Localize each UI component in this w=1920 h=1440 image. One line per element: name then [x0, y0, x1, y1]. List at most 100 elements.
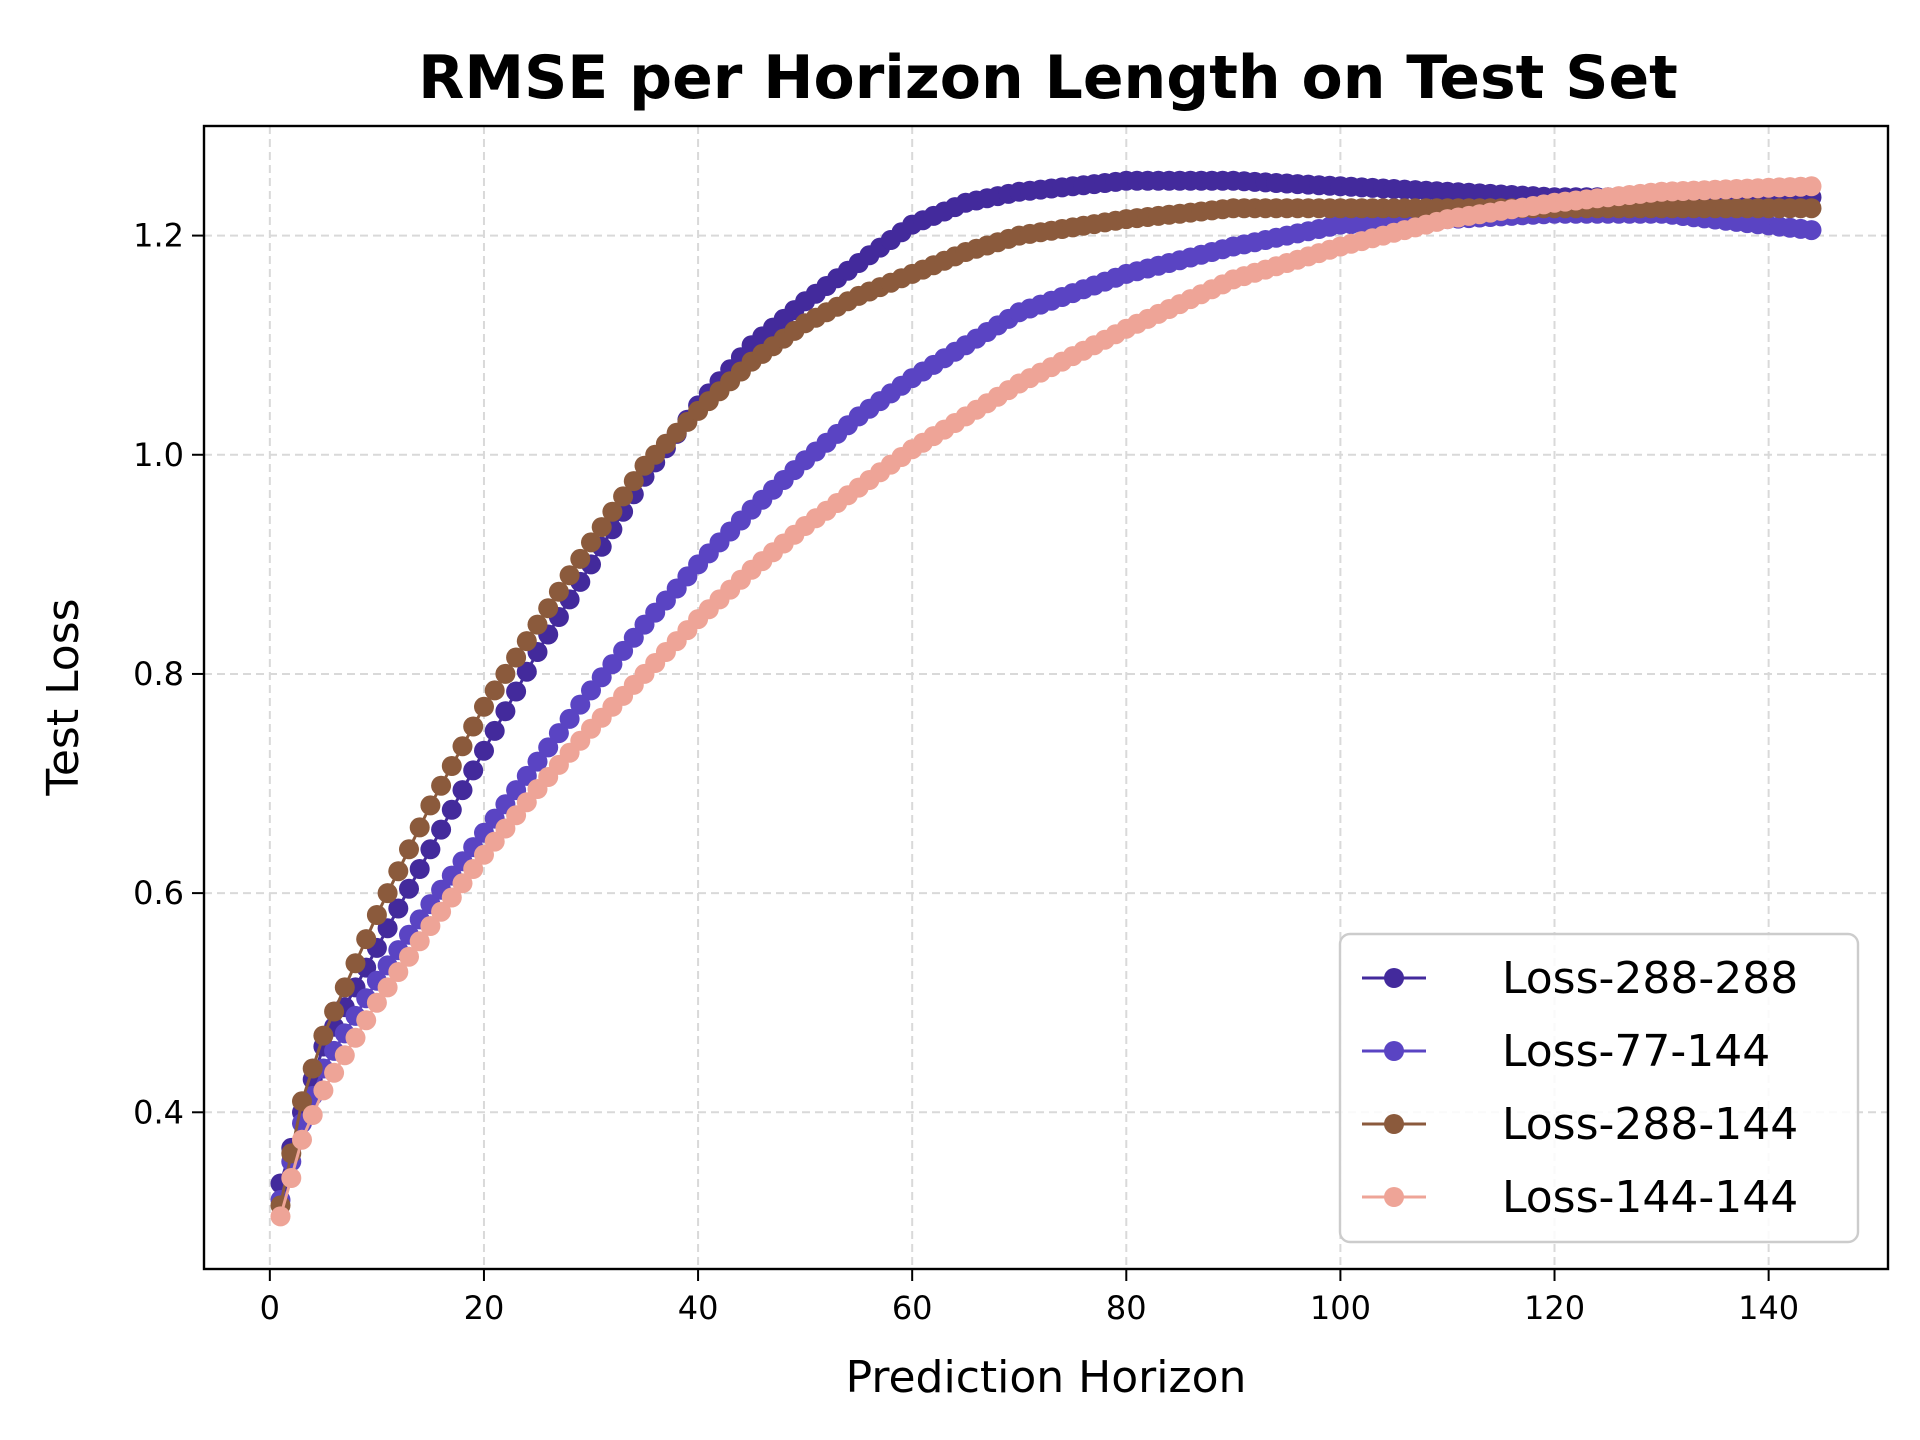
data-point [570, 548, 591, 569]
data-point [409, 931, 430, 952]
data-point [1801, 220, 1822, 241]
data-point [409, 817, 430, 838]
data-point [399, 946, 419, 967]
data-point [474, 696, 494, 717]
x-axis-label: Prediction Horizon [846, 1352, 1247, 1403]
plot-frame [202, 124, 1890, 1271]
data-point [495, 701, 516, 722]
data-point [420, 795, 441, 816]
data-point [345, 1027, 366, 1048]
data-point [302, 1058, 323, 1079]
data-point [292, 1129, 312, 1150]
data-point [366, 905, 387, 925]
x-tick-label: 40 [678, 1289, 719, 1327]
data-point [409, 859, 430, 879]
data-point [527, 751, 548, 772]
data-point [559, 708, 580, 729]
legend-label: Loss-288-144 [1502, 1099, 1798, 1150]
data-point [281, 1168, 302, 1188]
data-point [516, 631, 537, 652]
data-point [506, 681, 527, 702]
data-point [538, 598, 559, 619]
ticks: 0 20 40 60 80 100 120 140 0.4 0.6 0.8 1.0 1.2 [133, 217, 1799, 1327]
data-point [484, 680, 505, 701]
data-point [1801, 176, 1822, 197]
data-point [270, 1206, 291, 1227]
data-point [463, 760, 484, 781]
legend-item: Loss-144-144 [1362, 1172, 1798, 1223]
data-point [292, 1091, 312, 1112]
data-point [452, 736, 473, 757]
x-tick-label: 20 [464, 1289, 505, 1327]
data-point [399, 839, 419, 860]
data-point [463, 859, 484, 879]
data-point [324, 1001, 345, 1022]
data-point [345, 953, 366, 974]
legend-marker [1384, 1187, 1404, 1207]
data-point [548, 581, 569, 602]
data-point [506, 647, 527, 668]
data-point [591, 517, 612, 538]
data-point [388, 962, 409, 982]
legend-marker [1384, 1114, 1404, 1134]
legend-item: Loss-288-288 [1362, 953, 1798, 1004]
data-point [313, 1025, 334, 1046]
legend-item: Loss-288-144 [1362, 1099, 1798, 1150]
data-point [623, 471, 644, 492]
x-tick-label: 140 [1738, 1289, 1799, 1327]
data-point [484, 720, 505, 741]
y-axis-label: Test Loss [38, 598, 89, 796]
data-point [495, 663, 516, 684]
data-point [313, 1080, 334, 1101]
data-point [356, 1010, 377, 1031]
data-point [452, 873, 473, 894]
data-point [377, 883, 398, 904]
data-point [581, 532, 601, 553]
data-point [431, 775, 452, 796]
x-tick-label: 120 [1524, 1289, 1585, 1327]
series-layer [270, 170, 1822, 1227]
series-loss-144-144 [270, 176, 1822, 1227]
data-point [356, 929, 377, 950]
chart-title: RMSE per Horizon Length on Test Set [418, 43, 1678, 113]
legend-frame [1338, 932, 1860, 1244]
x-tick-label: 80 [1106, 1289, 1147, 1327]
data-point [441, 756, 462, 776]
y-tick-label: 1.0 [133, 436, 184, 474]
data-point [474, 740, 494, 761]
data-point [452, 780, 473, 801]
data-point [527, 614, 548, 635]
legend-label: Loss-144-144 [1502, 1172, 1798, 1223]
y-tick-label: 0.8 [133, 655, 184, 693]
data-point [388, 898, 409, 919]
data-point [441, 887, 462, 908]
data-point [399, 878, 419, 899]
legend-marker [1384, 1041, 1404, 1061]
data-point [431, 901, 452, 922]
data-point [420, 839, 441, 860]
data-point [559, 565, 580, 586]
data-point [602, 501, 623, 522]
x-tick-label: 100 [1310, 1289, 1371, 1327]
y-tick-label: 1.2 [133, 217, 184, 255]
data-point [324, 1062, 345, 1083]
data-point [1801, 198, 1822, 219]
legend-label: Loss-77-144 [1502, 1026, 1770, 1077]
data-point [548, 723, 569, 744]
data-point [388, 861, 409, 882]
legend-item: Loss-77-144 [1362, 1026, 1770, 1077]
data-point [441, 799, 462, 820]
legend-marker [1384, 968, 1404, 988]
data-point [613, 486, 634, 507]
data-point [538, 737, 559, 758]
data-point [334, 977, 355, 998]
data-point [302, 1105, 323, 1125]
x-tick-label: 60 [892, 1289, 933, 1327]
legend-label: Loss-288-288 [1502, 953, 1798, 1004]
y-tick-label: 0.6 [133, 874, 184, 912]
y-tick-label: 0.4 [133, 1093, 184, 1131]
data-point [431, 819, 452, 840]
data-point [377, 977, 398, 998]
legend: Loss-288-288 Loss-77-144 Loss-288-144 Loss-… [1338, 932, 1860, 1244]
